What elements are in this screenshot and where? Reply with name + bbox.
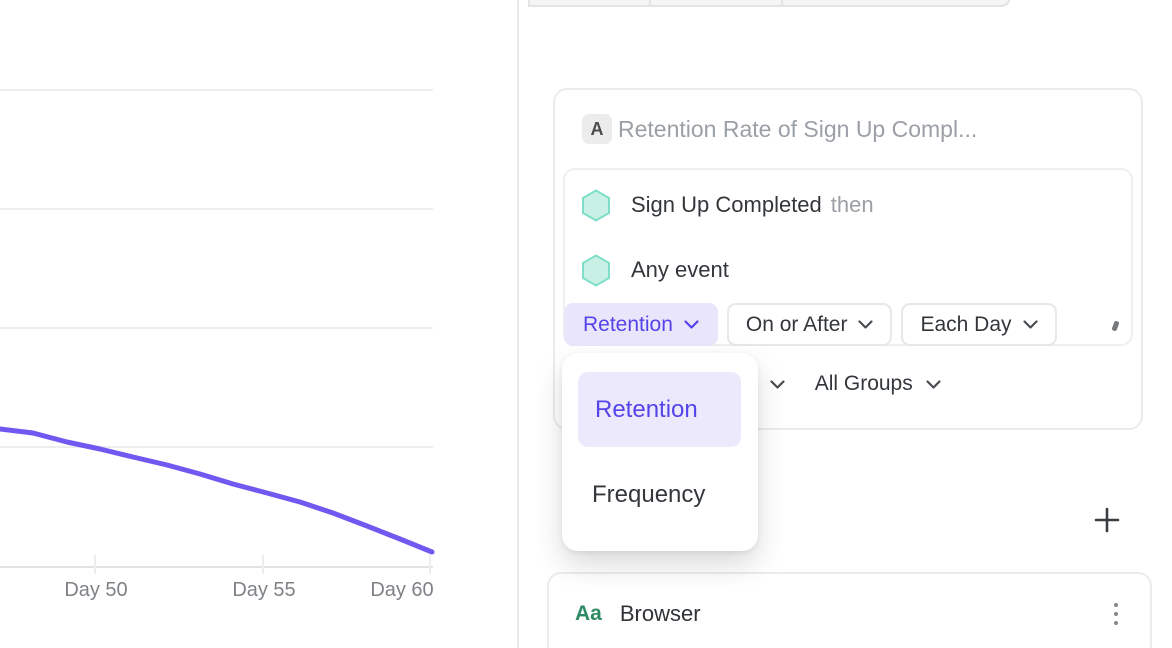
event-hexagon-icon — [582, 253, 610, 287]
kebab-dot — [1114, 621, 1118, 625]
axis-tick — [94, 555, 96, 574]
interval-dropdown-label: Each Day — [920, 312, 1012, 336]
chevron-down-icon — [858, 320, 874, 329]
menu-item-label: Frequency — [592, 481, 706, 508]
axis-tick — [262, 555, 264, 574]
chevron-down-icon — [926, 379, 941, 389]
controls-row: Retention On or After Each Day — [564, 303, 1057, 346]
top-tab-segment[interactable] — [781, 0, 1011, 7]
measure-dropdown-menu: Retention Frequency — [562, 353, 758, 551]
top-tab-segment[interactable] — [528, 0, 651, 7]
gridline — [0, 327, 433, 329]
breakdown-property-card: Aa Browser — [547, 572, 1152, 648]
retention-chart-panel: Day 50 Day 55 Day 60 — [0, 0, 518, 648]
interval-dropdown-each-day[interactable]: Each Day — [901, 303, 1057, 346]
x-tick-label: Day 50 — [64, 579, 128, 601]
menu-item-label: Retention — [595, 395, 698, 423]
property-row[interactable]: Aa Browser — [575, 594, 1122, 634]
x-tick-label: Day 55 — [232, 579, 296, 601]
top-tab-segment[interactable] — [649, 0, 783, 7]
menu-item-retention[interactable]: Retention — [578, 372, 741, 447]
event-name: Any event — [631, 257, 729, 282]
x-tick-label: Day 60 — [370, 579, 434, 601]
group-filter-dropdown[interactable]: All Groups — [814, 372, 913, 395]
measure-dropdown-retention[interactable]: Retention — [564, 303, 718, 346]
string-type-icon: Aa — [575, 602, 602, 625]
event-suffix-then: then — [830, 192, 874, 217]
chevron-down-icon — [684, 320, 699, 329]
kebab-dot — [1114, 612, 1118, 616]
event-row-first[interactable]: Sign Up Completed then — [581, 187, 874, 223]
gridline — [0, 208, 433, 210]
x-axis-line — [0, 566, 433, 568]
kebab-dot — [1114, 603, 1118, 607]
plus-icon — [1094, 507, 1119, 532]
retention-line-path — [0, 426, 435, 555]
chevron-down-icon — [770, 379, 785, 389]
menu-item-frequency[interactable]: Frequency — [592, 476, 705, 514]
axis-tick — [429, 555, 431, 574]
series-badge-a: A — [582, 114, 612, 144]
metric-card: A Retention Rate of Sign Up Compl... Sig… — [553, 88, 1143, 430]
gridline — [0, 89, 433, 91]
metric-title-input[interactable]: Retention Rate of Sign Up Compl... — [618, 116, 978, 142]
panel-divider — [517, 0, 519, 648]
chevron-down-icon — [1022, 320, 1038, 329]
criteria-dropdown-label: On or After — [745, 312, 848, 336]
add-breakdown-button[interactable] — [1088, 501, 1125, 538]
groups-row: e All Groups — [745, 372, 941, 396]
criteria-dropdown-on-or-after[interactable]: On or After — [726, 303, 893, 346]
property-name: Browser — [619, 601, 701, 626]
event-hexagon-icon — [582, 188, 610, 222]
measure-dropdown-label: Retention — [583, 312, 673, 336]
retention-line-chart — [0, 426, 435, 555]
kebab-menu-icon[interactable] — [1110, 599, 1122, 629]
event-name: Sign Up Completed — [631, 192, 822, 217]
gridline — [0, 446, 433, 448]
event-row-second[interactable]: Any event — [581, 252, 738, 288]
